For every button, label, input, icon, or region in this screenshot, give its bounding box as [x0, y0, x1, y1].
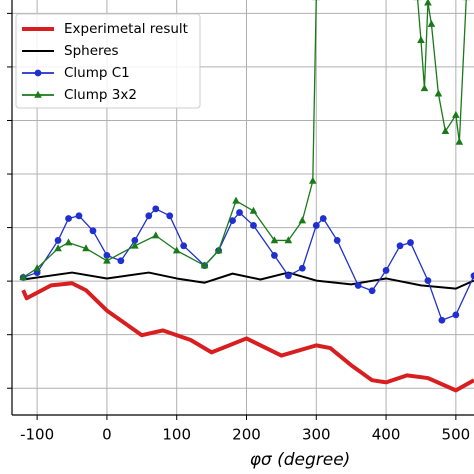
- marker: [249, 206, 258, 214]
- marker: [308, 176, 317, 184]
- marker: [333, 237, 341, 244]
- marker: [151, 231, 160, 239]
- plot-area: [19, 0, 474, 393]
- marker: [172, 246, 181, 254]
- marker: [89, 227, 97, 235]
- marker: [54, 237, 62, 244]
- marker: [152, 205, 160, 213]
- marker: [407, 239, 414, 246]
- marker: [312, 222, 320, 229]
- legend-label: Experimetal result: [64, 21, 188, 37]
- marker: [117, 257, 125, 265]
- marker: [417, 35, 425, 43]
- marker: [382, 267, 390, 274]
- marker: [396, 242, 404, 250]
- marker: [214, 246, 223, 254]
- marker: [131, 241, 139, 249]
- x-tick-label: 0: [102, 426, 112, 444]
- marker: [270, 236, 279, 244]
- legend-box: [15, 13, 201, 109]
- marker: [34, 69, 42, 77]
- x-tick-label: -100: [20, 426, 54, 444]
- marker: [434, 89, 443, 97]
- marker: [75, 212, 83, 220]
- marker: [452, 311, 460, 319]
- legend: Experimetal result Spheres Clump C1 Clump 3…: [15, 13, 201, 109]
- marker: [284, 272, 292, 280]
- ticks: -100 0 100 200 300 400 500: [7, 12, 471, 444]
- marker: [200, 261, 209, 269]
- x-tick-label: 400: [372, 426, 401, 444]
- series-line: [21, 281, 474, 393]
- x-tick-label: 200: [232, 426, 261, 444]
- grid: [12, 0, 474, 415]
- marker: [33, 264, 41, 272]
- x-tick-label: 500: [442, 426, 471, 444]
- marker: [232, 196, 240, 204]
- marker: [271, 252, 278, 259]
- marker: [166, 212, 174, 220]
- marker: [319, 215, 327, 222]
- x-axis-label: φσ (degree): [250, 450, 351, 470]
- marker: [64, 238, 73, 246]
- marker: [82, 244, 90, 252]
- x-tick-label: 100: [162, 426, 191, 444]
- marker: [368, 287, 376, 295]
- marker: [420, 84, 429, 92]
- marker: [470, 272, 474, 280]
- marker: [236, 209, 243, 216]
- marker: [131, 237, 139, 244]
- marker: [438, 316, 446, 324]
- legend-label: Clump C1: [64, 65, 130, 81]
- marker: [250, 222, 257, 229]
- marker: [103, 256, 111, 264]
- marker: [441, 126, 450, 134]
- marker: [354, 282, 362, 289]
- x-tick-label: 300: [302, 426, 331, 444]
- marker: [427, 19, 436, 27]
- series-line: [22, 208, 474, 321]
- marker: [180, 242, 188, 250]
- legend-label: Spheres: [64, 43, 119, 59]
- legend-label: Clump 3x2: [64, 87, 137, 103]
- marker: [54, 244, 62, 252]
- marker: [424, 0, 432, 6]
- marker: [65, 215, 72, 222]
- marker: [298, 216, 307, 224]
- marker: [145, 212, 153, 220]
- marker: [34, 90, 42, 98]
- marker: [452, 110, 460, 118]
- marker: [19, 273, 27, 281]
- marker: [424, 277, 432, 284]
- marker: [298, 264, 306, 272]
- marker: [229, 217, 236, 225]
- marker: [284, 236, 293, 244]
- marker: [103, 252, 111, 259]
- marker: [455, 137, 464, 145]
- series-line: [23, 271, 474, 290]
